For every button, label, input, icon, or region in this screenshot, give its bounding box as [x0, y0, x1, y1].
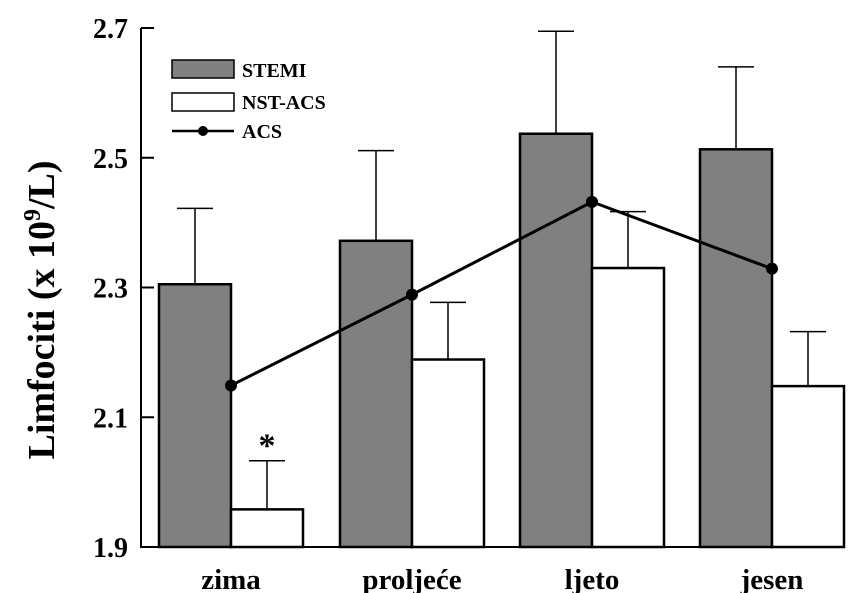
x-tick-labels: zima proljeće ljeto jesen — [201, 564, 803, 593]
y-tick-label: 1.9 — [93, 533, 128, 564]
y-tick-label: 2.1 — [93, 403, 128, 434]
y-axis-title: Limfociti (x 109/L) — [20, 160, 63, 459]
acs-line — [230, 200, 773, 387]
bar-nst-acs — [590, 266, 666, 549]
bar-nst-acs — [410, 358, 486, 549]
acs-line-series — [225, 195, 778, 392]
bar-nst-acs — [770, 384, 846, 549]
y-axis-title-main: Limfociti (x 10 — [21, 221, 63, 460]
y-tick-label: 2.5 — [93, 144, 128, 175]
legend-marker-acs — [198, 126, 208, 136]
bar-nst-acs — [229, 508, 305, 549]
y-axis-title-sup: 9 — [20, 209, 46, 221]
x-tick-label: proljeće — [362, 564, 461, 593]
legend-swatch-stemi — [171, 59, 235, 79]
legend: STEMI NST-ACS ACS — [171, 59, 326, 143]
bars — [157, 132, 846, 549]
acs-point — [766, 262, 778, 275]
legend-swatch-nst-acs — [171, 92, 235, 112]
y-axis-title-end: /L) — [21, 160, 63, 210]
y-ticks — [141, 27, 154, 548]
legend-label-acs: ACS — [242, 121, 282, 143]
bar-stemi — [338, 239, 414, 549]
y-tick-label: 2.3 — [93, 274, 128, 305]
bar-stemi — [518, 132, 594, 549]
legend-label-stemi: STEMI — [242, 60, 307, 82]
acs-point — [225, 379, 237, 392]
acs-point — [586, 195, 598, 208]
x-tick-label: jesen — [740, 564, 804, 593]
significance-star: * — [259, 428, 276, 465]
y-tick-labels: 1.9 2.1 2.3 2.5 2.7 — [93, 14, 128, 564]
error-bars — [177, 30, 826, 510]
x-tick-label: zima — [201, 564, 261, 593]
x-tick-label: ljeto — [565, 564, 620, 593]
acs-point — [406, 288, 418, 301]
bar-stemi — [157, 283, 233, 549]
bar-stemi — [698, 148, 774, 549]
y-tick-label: 2.7 — [93, 14, 128, 45]
legend-label-nst-acs: NST-ACS — [242, 92, 326, 114]
